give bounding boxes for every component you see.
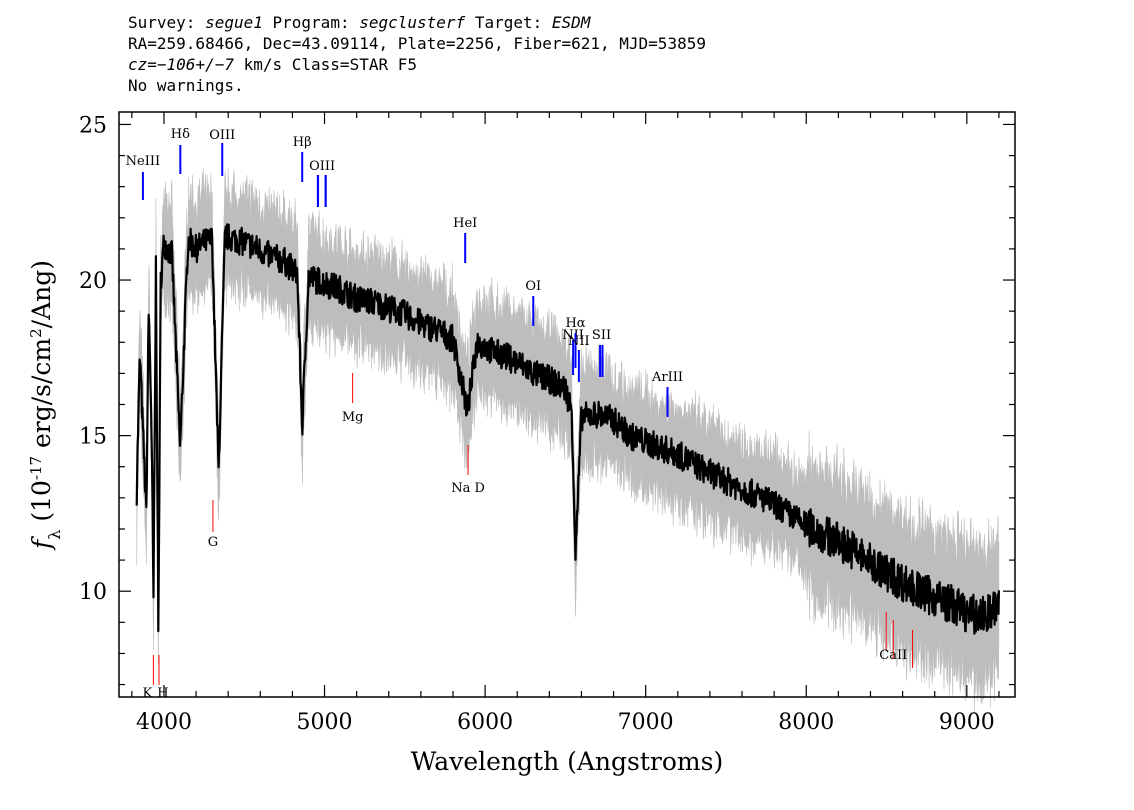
line-marker-oi: OI [525, 279, 541, 326]
line-marker-g: G [208, 500, 218, 550]
line-marker-hei: HeI [453, 216, 477, 263]
program-label: Program: [272, 13, 350, 32]
x-tick-label: 5000 [297, 710, 353, 735]
header-line-redshift: cz=−106+/−7 km/s Class=STAR F5 [128, 54, 706, 75]
line-marker-ariii: ArIII [651, 370, 683, 417]
line-marker-caii: CaII [879, 612, 914, 668]
line-label: SII [592, 328, 611, 343]
line-marker-h-: Hδ [171, 127, 190, 174]
line-marker-na-d: Na D [451, 445, 485, 496]
target-label: Target: [474, 13, 543, 32]
line-marker-h-: Hβ [293, 135, 312, 182]
y-label-part: /Ang) [27, 260, 56, 328]
line-label: OIII [309, 159, 335, 174]
spectrum-header: Survey: segue1 Program: segclusterf Targ… [128, 12, 706, 96]
line-marker-sii: SII [592, 328, 611, 377]
x-tick-label: 8000 [778, 710, 834, 735]
flux-line [135, 223, 1000, 635]
program-value: segclusterf [359, 13, 466, 32]
line-label: NII [568, 334, 590, 349]
line-label: Na D [451, 481, 485, 496]
line-marker-oiii: OIII [309, 159, 335, 207]
header-line-coords: RA=259.68466, Dec=43.09114, Plate=2256, … [128, 34, 706, 53]
line-label: Hβ [293, 135, 312, 150]
x-tick-label: 4000 [136, 710, 192, 735]
line-label: ArIII [651, 370, 683, 385]
y-label-part: λ [45, 530, 64, 540]
line-label: K [143, 686, 153, 701]
line-label: NII [562, 328, 584, 343]
line-label: H [157, 686, 168, 701]
survey-value: segue1 [205, 13, 263, 32]
line-marker-nii: NII [562, 328, 584, 375]
x-axis-label: Wavelength (Angstroms) [411, 747, 723, 776]
line-label: Hα [565, 316, 585, 331]
line-label: HeI [453, 216, 477, 231]
line-label: Mg [342, 410, 364, 425]
y-label-part: 2 [27, 328, 45, 338]
line-label: Hδ [171, 127, 190, 142]
x-axis: 4000 5000 6000 7000 8000 9000 [131, 112, 1000, 735]
x-tick-label: 9000 [939, 710, 995, 735]
flux-series [135, 223, 1000, 635]
line-marker-oiii: OIII [209, 128, 235, 176]
target-value: ESDM [551, 13, 591, 32]
line-marker-h-: Hα [565, 316, 586, 368]
line-label: OIII [209, 128, 235, 143]
y-tick-label: 25 [79, 113, 107, 138]
y-axis-label: fλ (10-17 erg/s/cm2/Ang) [27, 260, 64, 551]
cz-label: cz= [128, 55, 157, 74]
line-label: CaII [879, 648, 907, 663]
y-label-part: erg/s/cm [27, 338, 56, 456]
header-line-warnings: No warnings. [128, 76, 244, 95]
cz-value: −106+/−7 [156, 55, 234, 74]
line-label: G [208, 535, 218, 550]
survey-label: Survey: [128, 13, 196, 32]
y-tick-label: 20 [79, 269, 107, 294]
line-label: OI [525, 279, 541, 294]
line-marker-neiii: NeIII [126, 154, 160, 200]
x-tick-label: 7000 [618, 710, 674, 735]
y-axis: 10 15 20 25 [79, 113, 1015, 686]
y-label-part: (10 [27, 480, 56, 530]
y-tick-label: 15 [79, 425, 107, 450]
y-tick-label: 10 [79, 580, 107, 605]
line-marker-h: H [157, 655, 169, 701]
header-line-survey: Survey: segue1 Program: segclusterf Targ… [128, 12, 706, 33]
line-label: NeIII [126, 154, 160, 169]
x-tick-label: 6000 [457, 710, 513, 735]
line-marker-k: K [143, 655, 154, 701]
line-marker-nii: NII [568, 334, 590, 382]
line-marker-mg: Mg [342, 373, 364, 425]
y-label-part: -17 [27, 456, 45, 480]
y-label-part: f [27, 536, 56, 551]
cz-units-class: km/s Class=STAR F5 [233, 55, 417, 74]
